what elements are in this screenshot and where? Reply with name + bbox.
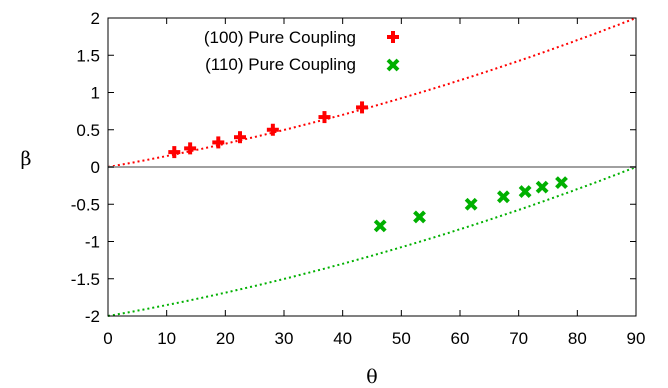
data-point-s1	[212, 136, 225, 149]
y-tick-label: 1	[91, 84, 100, 103]
fit-curve-2	[107, 166, 637, 317]
y-tick-label: 2	[91, 9, 100, 28]
data-point-s2-d2	[373, 219, 387, 233]
legend-symbol-2-d2	[386, 58, 400, 72]
x-axis-title: θ	[366, 366, 377, 388]
x-tick-label: 40	[333, 329, 352, 348]
curves-layer	[107, 17, 637, 317]
data-point-s2-d2	[535, 180, 549, 194]
data-point-s1	[184, 142, 197, 155]
x-tick-label: 90	[627, 329, 646, 348]
x-tick-label: 60	[451, 329, 470, 348]
data-point-s1	[234, 131, 246, 144]
legend-marker-2	[386, 58, 400, 72]
data-point-s2-d2	[464, 197, 478, 211]
points-layer	[168, 101, 568, 233]
data-point-s2-d2	[496, 190, 510, 204]
x-tick-label: 50	[392, 329, 411, 348]
x-tick-label: 20	[216, 329, 235, 348]
fit-curve-1	[107, 17, 637, 168]
y-tick-label: -1.5	[71, 270, 100, 289]
data-point-s2	[518, 185, 532, 198]
data-point-s1	[168, 146, 181, 159]
data-point-s2-d2	[413, 210, 426, 224]
x-tick-label: 80	[568, 329, 587, 348]
tick-labels-layer: 0 10 20 30 40 50 60 70 80 90 2 1.5 1 0.5 0 -0.5 -1 -1.5 -2	[71, 9, 646, 348]
x-tick-label: 70	[509, 329, 528, 348]
y-tick-label: -1	[85, 233, 100, 252]
data-point-s1	[266, 123, 279, 136]
legend-label-1: (100) Pure Coupling	[204, 28, 356, 47]
legend-label-2: (110) Pure Coupling	[205, 55, 356, 74]
data-point-s2	[464, 197, 478, 211]
data-point-s2	[496, 190, 510, 204]
y-tick-label: -0.5	[71, 195, 100, 214]
y-tick-label: -2	[85, 307, 100, 326]
data-point-s2	[413, 210, 426, 224]
data-point-s2	[373, 219, 387, 233]
data-point-s2-d2	[555, 176, 568, 190]
data-point-s2-d2	[518, 185, 532, 198]
x-tick-label: 10	[157, 329, 176, 348]
legend-marker-1	[387, 31, 399, 43]
x-tick-label: 0	[103, 329, 112, 348]
y-axis-title: β	[21, 148, 32, 170]
legend-symbol-2	[386, 58, 400, 72]
y-tick-label: 0.5	[76, 121, 100, 140]
data-point-s2	[555, 176, 568, 190]
ticks-layer	[107, 17, 637, 317]
y-tick-label: 1.5	[76, 46, 100, 65]
legend: (100) Pure Coupling (110) Pure Coupling	[204, 28, 400, 74]
data-point-s2	[535, 180, 549, 194]
data-point-s1	[318, 111, 331, 124]
y-tick-label: 0	[91, 158, 100, 177]
x-tick-label: 30	[275, 329, 294, 348]
data-point-s1	[356, 101, 369, 114]
legend-symbol-1	[387, 31, 399, 43]
